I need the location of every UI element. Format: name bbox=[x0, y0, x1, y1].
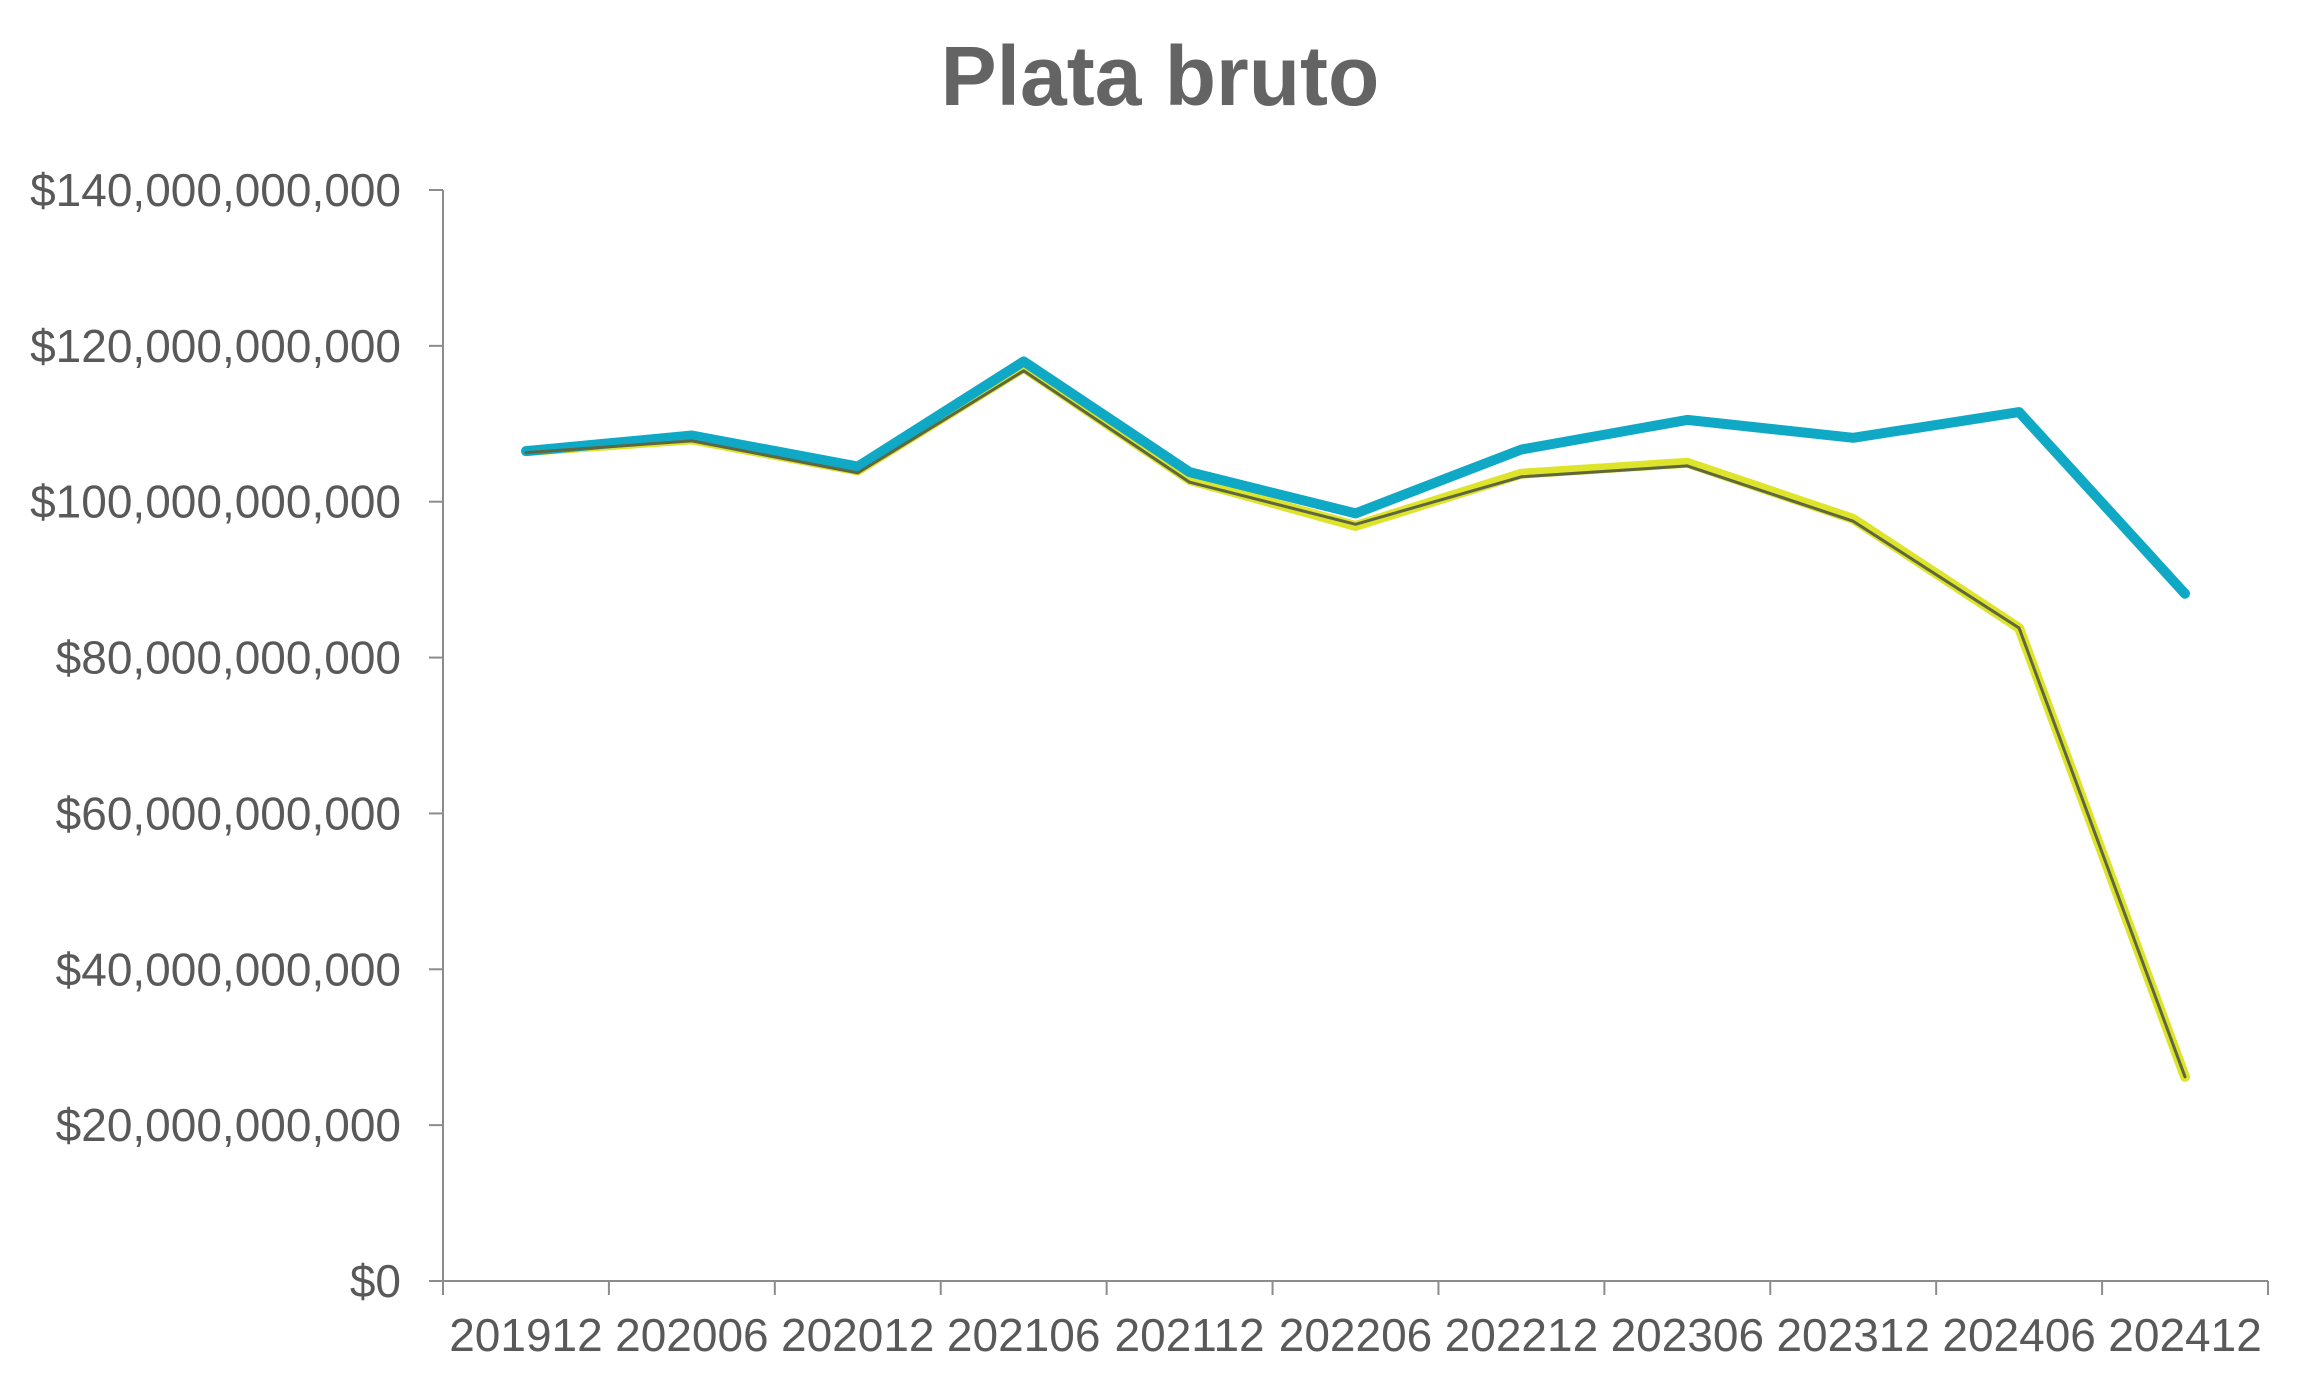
x-tick-label: 202206 bbox=[1279, 1309, 1433, 1361]
y-tick-label: $80,000,000,000 bbox=[56, 632, 401, 684]
y-tick-label: $140,000,000,000 bbox=[30, 164, 401, 216]
x-axis: 201912 202006 202012 202106 202112 202206 2022… bbox=[442, 1280, 2269, 1361]
x-tick-label: 202212 bbox=[1445, 1309, 1599, 1361]
x-tick-label: 201912 bbox=[449, 1309, 603, 1361]
series-layer bbox=[521, 356, 2190, 1082]
x-tick-label: 202106 bbox=[947, 1309, 1101, 1361]
y-tick-label: $20,000,000,000 bbox=[56, 1099, 401, 1151]
x-tick-label: 202012 bbox=[781, 1309, 935, 1361]
y-tick-label: $40,000,000,000 bbox=[56, 943, 401, 995]
series-line-2 bbox=[521, 362, 2190, 1082]
x-tick-label: 202006 bbox=[615, 1309, 769, 1361]
series-line-1 bbox=[521, 356, 2190, 599]
y-tick-label: $100,000,000,000 bbox=[30, 476, 401, 528]
y-axis: $0 $20,000,000,000 $40,000,000,000 $60,000,… bbox=[30, 164, 444, 1307]
chart-title: Plata bruto bbox=[941, 29, 1380, 123]
x-tick-label: 202312 bbox=[1776, 1309, 1930, 1361]
series-line-3 bbox=[524, 369, 2187, 1079]
x-tick-label: 202112 bbox=[1115, 1309, 1265, 1361]
x-tick-label: 202412 bbox=[2108, 1309, 2262, 1361]
y-tick-label: $0 bbox=[350, 1255, 401, 1307]
y-tick-label: $60,000,000,000 bbox=[56, 787, 401, 839]
y-tick-label: $120,000,000,000 bbox=[30, 320, 401, 372]
x-tick-label: 202406 bbox=[1942, 1309, 2096, 1361]
x-tick-label: 202306 bbox=[1611, 1309, 1765, 1361]
